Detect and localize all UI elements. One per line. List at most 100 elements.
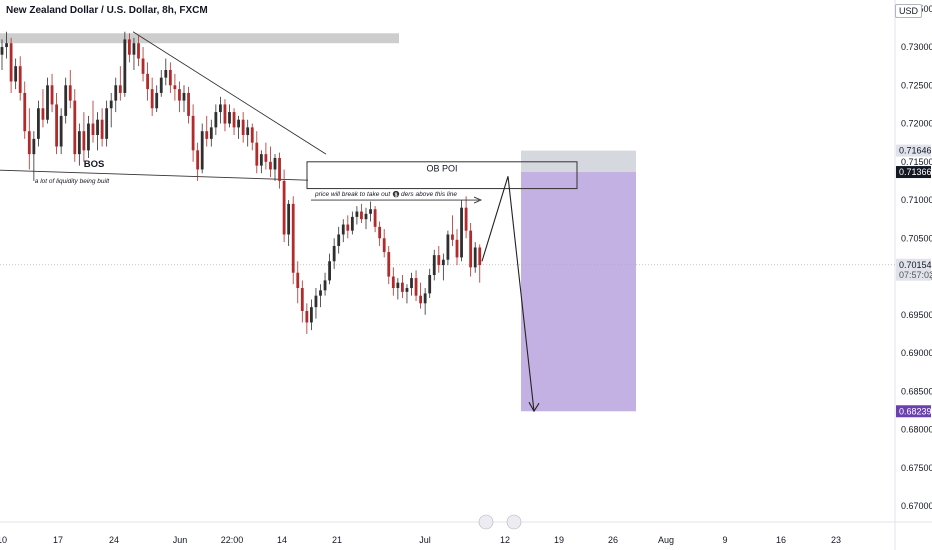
y-tick-label: 0.72000 xyxy=(901,119,932,129)
resistance-zone xyxy=(0,33,399,44)
nz-flag-icon[interactable] xyxy=(506,514,522,530)
candle-body xyxy=(432,255,436,276)
candle-body xyxy=(114,85,118,101)
candle-body xyxy=(478,247,482,266)
candle-body xyxy=(128,39,131,55)
dollar-icon-glyph: $ xyxy=(395,192,398,198)
stop-loss-zone[interactable] xyxy=(521,150,636,173)
target-price-tag: 0.68239 xyxy=(899,406,932,416)
current-price-tag: 0.70154 xyxy=(899,260,932,270)
x-tick-label: 14 xyxy=(277,535,287,545)
candle-body xyxy=(118,85,122,93)
candle-body xyxy=(446,234,450,260)
x-tick-label: 21 xyxy=(332,535,342,545)
candle-body xyxy=(391,276,395,289)
candle-body xyxy=(146,73,149,90)
y-tick-label: 0.69000 xyxy=(901,348,932,358)
x-tick-label: 16 xyxy=(776,535,786,545)
candle-body xyxy=(405,288,409,292)
candle-body xyxy=(364,213,368,220)
bos-line[interactable] xyxy=(0,169,309,181)
projected-path[interactable] xyxy=(481,176,535,412)
candle-body xyxy=(64,85,68,116)
candle-body xyxy=(246,127,250,136)
take-profit-zone[interactable] xyxy=(521,172,636,412)
candle-body xyxy=(451,234,454,240)
candle-body xyxy=(473,247,477,268)
candle-body xyxy=(59,115,63,147)
entry-price-tag: 0.71366 xyxy=(899,167,932,177)
candle-body xyxy=(178,89,181,101)
x-tick-label: Jun xyxy=(173,535,188,545)
price-note-start: price will break to take out xyxy=(314,191,391,198)
y-tick-label: 0.68000 xyxy=(901,425,932,435)
candle-body xyxy=(9,43,13,82)
candle-body xyxy=(164,70,168,78)
price-note-end: ders above this line xyxy=(401,191,457,198)
candle-body xyxy=(337,234,341,246)
y-tick-label: 0.67000 xyxy=(901,501,932,511)
current-price-tag-bg xyxy=(896,258,931,281)
candle-body xyxy=(55,104,58,147)
x-tick-label: 22:00 xyxy=(221,535,244,545)
candle-body xyxy=(0,47,4,55)
candle-body xyxy=(259,154,263,166)
candle-body xyxy=(396,282,400,289)
candle-body xyxy=(296,272,300,289)
x-tick-label: 12 xyxy=(500,535,510,545)
candle-body xyxy=(460,207,463,258)
candle-body xyxy=(232,112,236,128)
projection-arrowhead xyxy=(528,401,540,413)
candle-body xyxy=(37,108,40,139)
candle-body xyxy=(132,43,136,55)
candle-body xyxy=(191,115,195,151)
candle-body xyxy=(300,288,304,311)
candle-body xyxy=(373,209,377,227)
candle-body xyxy=(305,310,309,323)
candle-body xyxy=(341,224,345,235)
upper-price-tag-bg xyxy=(896,144,931,157)
candle-body xyxy=(205,131,209,139)
currency-button[interactable]: USD xyxy=(894,4,922,18)
candle-body xyxy=(159,77,163,93)
candle-body xyxy=(5,43,8,48)
descending-trendline[interactable] xyxy=(132,31,327,155)
chart-title: New Zealand Dollar / U.S. Dollar, 8h, FX… xyxy=(6,5,208,16)
candle-body xyxy=(414,278,418,296)
y-tick-label: 0.72500 xyxy=(901,80,932,90)
candle-body xyxy=(187,92,190,116)
candle-body xyxy=(14,66,18,82)
us-flag-icon[interactable] xyxy=(478,514,494,530)
candle-body xyxy=(150,89,154,109)
y-tick-label: 0.71000 xyxy=(901,195,932,205)
candle-body xyxy=(196,150,200,170)
candle-body xyxy=(332,245,336,262)
candle-body xyxy=(387,252,391,277)
y-tick-label: 0.71500 xyxy=(901,157,932,167)
x-tick-label: 24 xyxy=(109,535,119,545)
x-tick-label: 26 xyxy=(608,535,618,545)
candle-body xyxy=(87,123,90,151)
candle-body xyxy=(32,138,36,155)
ob-poi-box[interactable] xyxy=(306,161,578,190)
candle-body xyxy=(350,216,354,231)
upper-price-tag: 0.71646 xyxy=(899,146,932,156)
candle-body xyxy=(250,127,254,143)
candle-body xyxy=(278,157,281,181)
candle-body xyxy=(96,119,99,136)
candle-body xyxy=(141,58,145,74)
candle-body xyxy=(269,161,272,170)
candle-body xyxy=(23,92,27,132)
candle-body xyxy=(441,259,445,266)
countdown-tag: 07:57:02 xyxy=(899,270,932,280)
candle-body xyxy=(91,123,95,136)
y-tick-label: 0.67500 xyxy=(901,463,932,473)
candle-body xyxy=(173,85,177,90)
candle-body xyxy=(123,39,127,93)
candle-body xyxy=(73,100,77,155)
candle-body xyxy=(264,154,268,162)
candle-body xyxy=(291,203,295,273)
candle-body xyxy=(41,108,45,120)
candle-body xyxy=(282,180,286,235)
